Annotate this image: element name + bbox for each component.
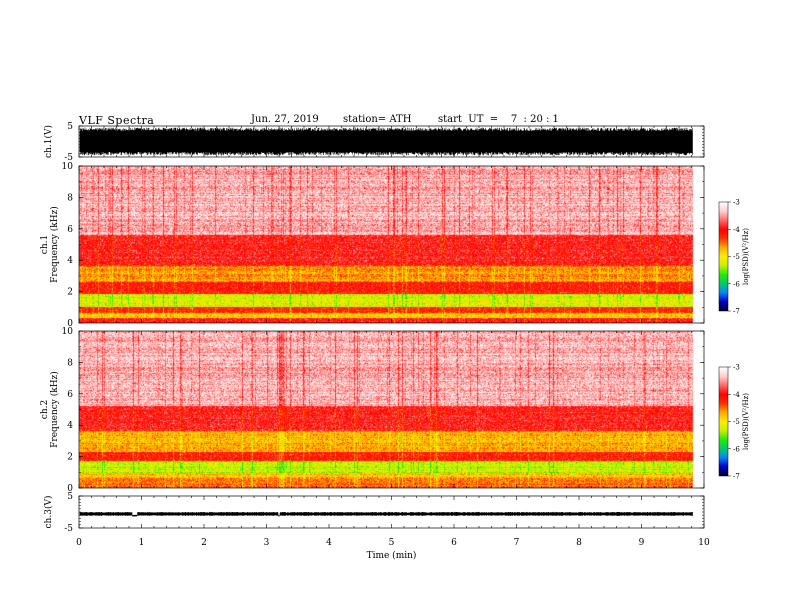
colorbar-tick-label: -5 (733, 253, 740, 261)
s2-y-axis-label: Frequency (kHz) (49, 371, 60, 448)
y-tick-label: 8 (67, 193, 73, 203)
colorbar-tick-label: -6 (733, 280, 740, 288)
ch3-y-axis-label: ch.3(V) (43, 496, 54, 529)
ch2-spectrogram-panel: 0 2 4 6 8 10 ch.2 Frequency (kHz) (40, 327, 705, 494)
x-tick-label: 5 (389, 538, 395, 548)
ch3-waveform-frame (78, 495, 705, 529)
x-tick-label: 2 (201, 538, 207, 548)
y-tick-label: 0 (67, 319, 73, 329)
colorbar-label: log(PSD)(V²/Hz) (742, 228, 750, 285)
y-tick-label: 0 (67, 484, 73, 494)
colorbar-tick-label: -3 (733, 199, 740, 207)
header-start-ut: start UT = 7 : 20 : 1 (438, 114, 559, 125)
y-tick-label: 8 (67, 358, 73, 368)
ch1-colorbar: -3 -4 -5 -6 -7 log(PSD)(V²/Hz) (718, 199, 750, 316)
header-title: VLF Spectra (79, 114, 155, 127)
x-axis-label: Time (min) (367, 550, 417, 561)
ch3-gap-marker (132, 514, 138, 517)
x-tick-label: 10 (698, 538, 710, 548)
y-tick-label: 4 (67, 256, 73, 266)
x-tick-label: 3 (264, 538, 270, 548)
colorbar-tick-label: -5 (733, 418, 740, 426)
ch1-waveform-panel: 5 -5 ch.1(V) (43, 122, 705, 163)
y-tick-label: 2 (67, 288, 73, 298)
x-tick-label: 7 (514, 538, 520, 548)
ch3-waveform-panel: 5 -5 ch.3(V) (43, 492, 705, 534)
x-tick-label: 1 (139, 538, 145, 548)
colorbar-tick-label: -6 (733, 445, 740, 453)
x-tick-label: 9 (639, 538, 645, 548)
x-tick-label: 4 (326, 538, 332, 548)
ch1-waveform-trace (79, 127, 693, 156)
y-tick-label: 6 (67, 225, 73, 235)
y-tick-label: 4 (67, 421, 73, 431)
x-tick-label: 8 (576, 538, 582, 548)
s1-y-axis-label: Frequency (kHz) (49, 206, 60, 283)
colorbar-tick-label: -4 (733, 226, 740, 234)
ch1-spectrogram-image (79, 166, 704, 323)
y-tick-label: 5 (67, 122, 73, 132)
s1-y-axis-label: ch.1 (40, 235, 50, 254)
y-tick-label: -5 (64, 524, 73, 534)
y-tick-label: 10 (62, 162, 74, 172)
colorbar-label: log(PSD)(V²/Hz) (742, 393, 750, 450)
ch2-colorbar-image (719, 367, 728, 476)
x-axis: 0 1 2 3 4 5 6 7 8 9 10 Time (min) (76, 538, 710, 561)
x-tick-label: 6 (451, 538, 457, 548)
y-tick-label: 2 (67, 453, 73, 463)
y-tick-label: 10 (62, 327, 74, 337)
y-tick-label: 5 (67, 492, 73, 502)
y-tick-label: -5 (64, 153, 73, 163)
ch1-y-axis-label: ch.1(V) (43, 125, 54, 158)
header-station: station= ATH (343, 114, 412, 125)
ch2-spectrogram-image (79, 331, 704, 488)
ch1-spectrogram-panel: 0 2 4 6 8 10 ch.1 Frequency (kHz) (40, 162, 705, 329)
y-tick-label: 6 (67, 390, 73, 400)
colorbar-tick-label: -3 (733, 364, 740, 372)
colorbar-tick-label: -7 (733, 473, 740, 481)
colorbar-tick-label: -4 (733, 391, 740, 399)
ch3-waveform-trace (79, 511, 693, 516)
header-date: Jun. 27, 2019 (251, 114, 319, 125)
ch2-colorbar: -3 -4 -5 -6 -7 log(PSD)(V²/Hz) (718, 364, 750, 481)
colorbar-tick-label: -7 (733, 308, 740, 316)
x-tick-label: 0 (76, 538, 82, 548)
ch3-gap-marker (278, 514, 280, 517)
ch1-colorbar-image (719, 202, 728, 311)
s2-y-axis-label: ch.2 (40, 400, 50, 419)
